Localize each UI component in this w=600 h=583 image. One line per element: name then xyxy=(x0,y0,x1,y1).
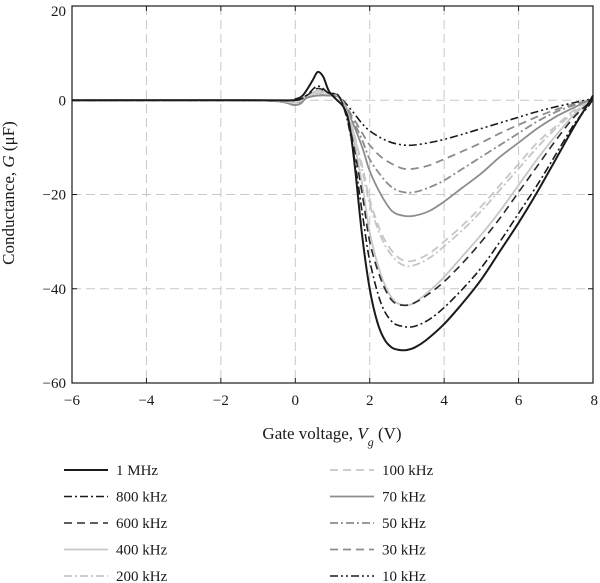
legend-label-800-khz: 800 kHz xyxy=(116,490,168,506)
x-tick-label: −4 xyxy=(138,393,154,409)
series-line-100-khz xyxy=(71,91,594,263)
series-line-200-khz xyxy=(71,91,594,268)
series-line-70-khz xyxy=(71,94,594,218)
x-tick-label: 4 xyxy=(440,393,448,409)
series-line-1-mhz xyxy=(72,70,594,352)
series-line-10-khz xyxy=(71,94,594,147)
x-tick-label: 6 xyxy=(515,393,523,409)
legend-label-70-khz: 70 kHz xyxy=(382,490,426,506)
grid xyxy=(72,6,593,383)
y-tick-label: 20 xyxy=(51,4,66,20)
x-tick-label: 8 xyxy=(591,393,599,409)
legend-label-1-mhz: 1 MHz xyxy=(116,463,158,479)
x-axis-label: Gate voltage, Vg (V) xyxy=(262,424,401,449)
y-tick-label: 0 xyxy=(59,93,67,109)
series-line-800-khz xyxy=(72,85,594,328)
series-lines xyxy=(71,70,594,352)
y-axis-label: Conductance, G (μF) xyxy=(0,121,18,265)
legend-label-200-khz: 200 kHz xyxy=(116,569,168,583)
x-tick-label: 0 xyxy=(292,393,300,409)
series-line-30-khz xyxy=(71,94,594,170)
legend-label-50-khz: 50 kHz xyxy=(382,516,426,532)
x-tick-label: −6 xyxy=(64,393,80,409)
x-tick-label: 2 xyxy=(366,393,374,409)
legend-label-600-khz: 600 kHz xyxy=(116,516,168,532)
series-line-600-khz xyxy=(72,87,594,307)
x-tick-label: −2 xyxy=(213,393,229,409)
y-tick-label: −40 xyxy=(43,282,66,298)
legend: 1 MHz 800 kHz 600 kHz 400 kHz 200 kHz 100 kHz… xyxy=(64,463,434,583)
y-tick-label: −60 xyxy=(43,376,66,392)
legend-label-30-khz: 30 kHz xyxy=(382,543,426,559)
legend-label-10-khz: 10 kHz xyxy=(382,569,426,583)
legend-label-100-khz: 100 kHz xyxy=(382,463,434,479)
y-tick-label: −20 xyxy=(43,188,66,204)
legend-label-400-khz: 400 kHz xyxy=(116,543,168,559)
series-line-50-khz xyxy=(71,94,594,194)
